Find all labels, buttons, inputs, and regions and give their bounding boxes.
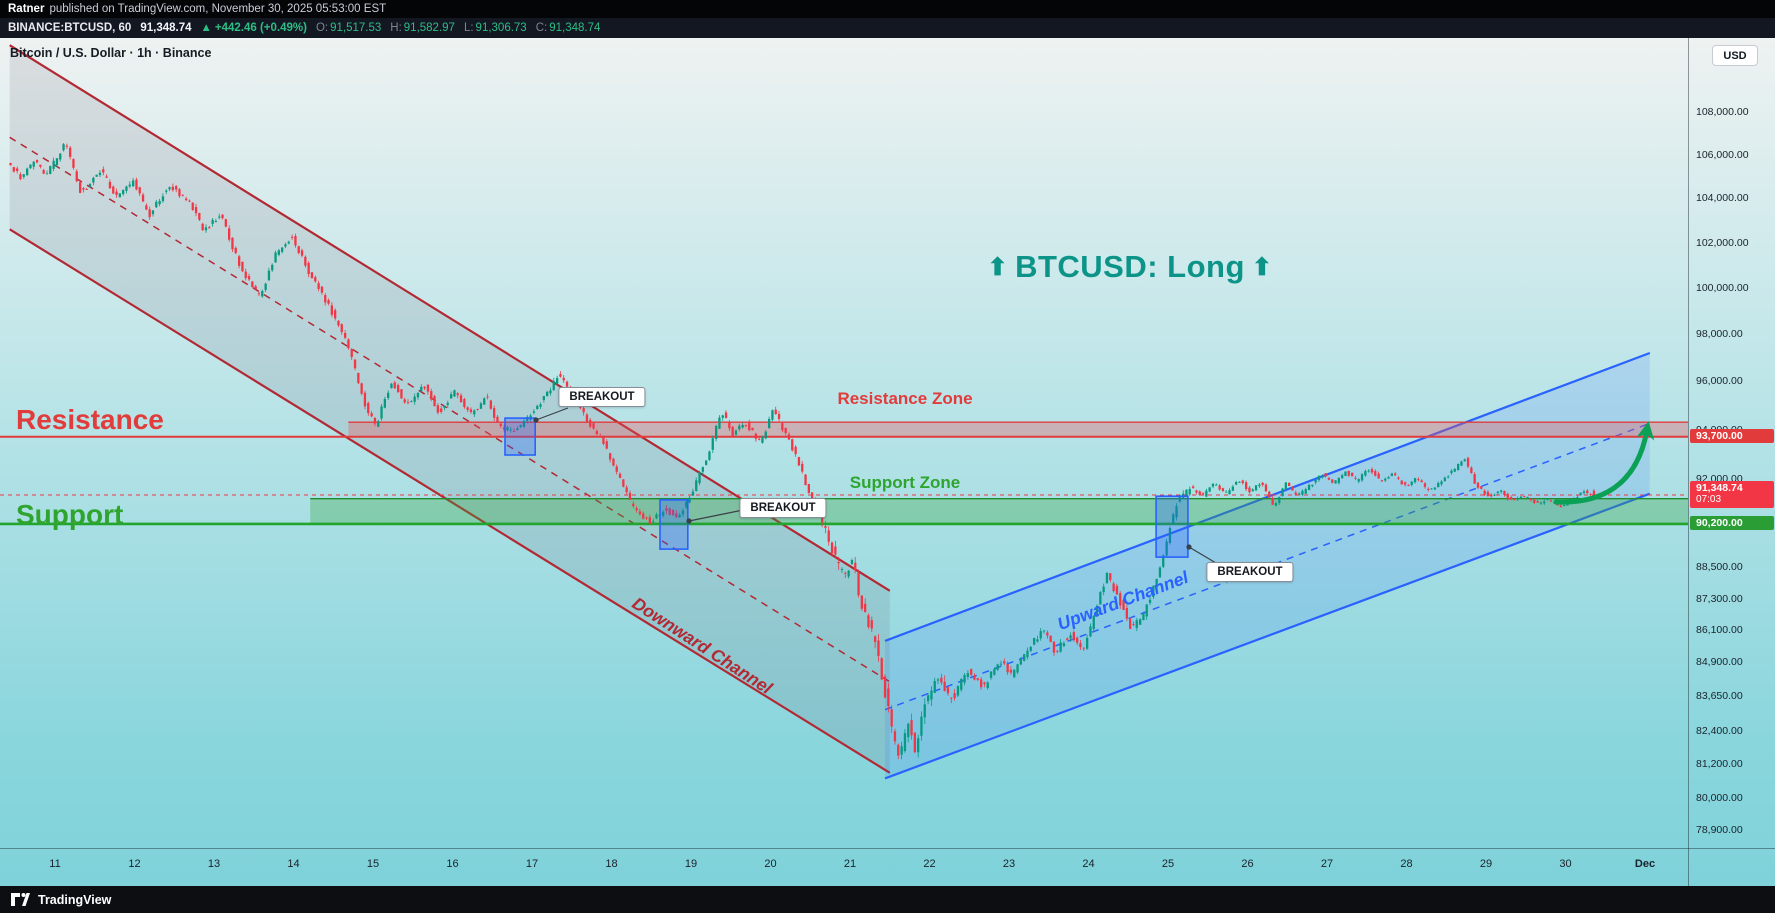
time-tick: 26: [1241, 858, 1254, 870]
time-tick: 25: [1161, 858, 1175, 870]
time-tick: Dec: [1634, 858, 1656, 870]
breakout-label-3[interactable]: BREAKOUT: [1206, 562, 1294, 582]
attribution-text: published on TradingView.com, November 3…: [49, 3, 387, 15]
symbol-name[interactable]: BINANCE:BTCUSD, 60: [8, 22, 132, 34]
price-tick: 106,000.00: [1696, 148, 1749, 161]
symbol-info-bar: BINANCE:BTCUSD, 60 91,348.74 ▲ +442.46 (…: [0, 18, 1775, 38]
time-tick: 30: [1559, 858, 1572, 870]
price-tick: 83,650.00: [1696, 690, 1743, 703]
time-tick: 28: [1400, 858, 1413, 870]
chart-legend[interactable]: Bitcoin / U.S. Dollar · 1h · Binance: [10, 46, 212, 60]
breakout-label-2[interactable]: BREAKOUT: [739, 498, 827, 518]
time-tick: 16: [446, 858, 459, 870]
up-arrow-icon: ⬆: [987, 253, 1009, 281]
time-tick: 13: [207, 858, 221, 870]
change-direction-icon: ▲: [200, 22, 212, 34]
support-zone-label[interactable]: Support Zone: [849, 473, 961, 492]
time-tick: 20: [764, 858, 777, 870]
price-axis[interactable]: 108,000.00 106,000.00 104,000.00 102,000.00…: [1688, 38, 1775, 886]
time-tick: 27: [1320, 858, 1334, 870]
time-tick: 11: [49, 858, 61, 870]
attribution-bar: Ratner published on TradingView.com, Nov…: [0, 0, 1775, 18]
time-tick: 18: [605, 858, 618, 870]
resistance-zone-label[interactable]: Resistance Zone: [837, 389, 973, 408]
time-axis[interactable]: 11 12 13 14 15 16 17 18 19 20 21 22 23 24 25 26 27 28 29 30…: [0, 848, 1775, 886]
author-name: Ratner: [8, 3, 45, 15]
price-tick: 86,100.00: [1696, 624, 1743, 637]
price-tick: 84,900.00: [1696, 656, 1743, 669]
tradingview-brand[interactable]: TradingView: [38, 892, 112, 907]
price-tick: 104,000.00: [1696, 192, 1749, 205]
price-tick: 87,300.00: [1696, 592, 1743, 605]
price-tick: 81,200.00: [1696, 758, 1743, 771]
time-tick: 17: [525, 858, 539, 870]
long-call-text: BTCUSD: Long: [1015, 249, 1245, 284]
price-tick: 108,000.00: [1696, 106, 1749, 118]
time-tick: 22: [923, 858, 936, 870]
tradingview-logo[interactable]: [10, 892, 31, 907]
time-tick: 14: [287, 858, 300, 870]
close-value: C: 91,348.74: [535, 22, 601, 34]
time-tick: 15: [366, 858, 380, 870]
price-tick: 96,000.00: [1696, 375, 1743, 388]
last-price: 91,348.74: [140, 22, 192, 34]
price-tick: 88,500.00: [1696, 561, 1743, 574]
footer-bar: TradingView: [0, 886, 1775, 913]
low-value: L: 91,306.73: [463, 22, 527, 34]
price-badge-resistance: 93,700.00: [1690, 428, 1774, 444]
up-arrow-icon: ⬆: [1251, 253, 1273, 281]
time-tick: 19: [684, 858, 698, 870]
change-value: +442.46 (+0.49%): [214, 22, 307, 34]
candlestick-plot[interactable]: [0, 38, 1775, 848]
currency-button[interactable]: USD: [1712, 45, 1758, 66]
price-badge-support: 90,200.00: [1690, 515, 1774, 531]
time-tick: 21: [843, 858, 857, 870]
long-call-label[interactable]: ⬆ BTCUSD: Long ⬆: [987, 249, 1272, 285]
price-tick: 80,000.00: [1696, 792, 1743, 805]
time-tick: 12: [128, 858, 141, 870]
open-value: O: 91,517.53: [315, 22, 382, 34]
time-tick: 23: [1002, 858, 1016, 870]
time-tick: 24: [1082, 858, 1095, 870]
high-value: H: 91,582.97: [390, 22, 455, 34]
resistance-label[interactable]: Resistance: [16, 404, 164, 435]
support-label[interactable]: Support: [16, 499, 124, 530]
price-tick: 102,000.00: [1696, 236, 1749, 249]
time-tick: 29: [1479, 858, 1493, 870]
price-change: ▲ +442.46 (+0.49%): [201, 22, 307, 34]
price-badge-current: 91,348.74 07:03: [1690, 480, 1774, 508]
price-tick: 82,400.00: [1696, 724, 1743, 737]
price-tick: 98,000.00: [1696, 328, 1743, 341]
price-tick: 100,000.00: [1696, 282, 1749, 294]
price-tick: 78,900.00: [1696, 824, 1743, 836]
chart-area[interactable]: Bitcoin / U.S. Dollar · 1h · Binance USD…: [0, 38, 1775, 886]
breakout-label-1[interactable]: BREAKOUT: [558, 387, 646, 407]
